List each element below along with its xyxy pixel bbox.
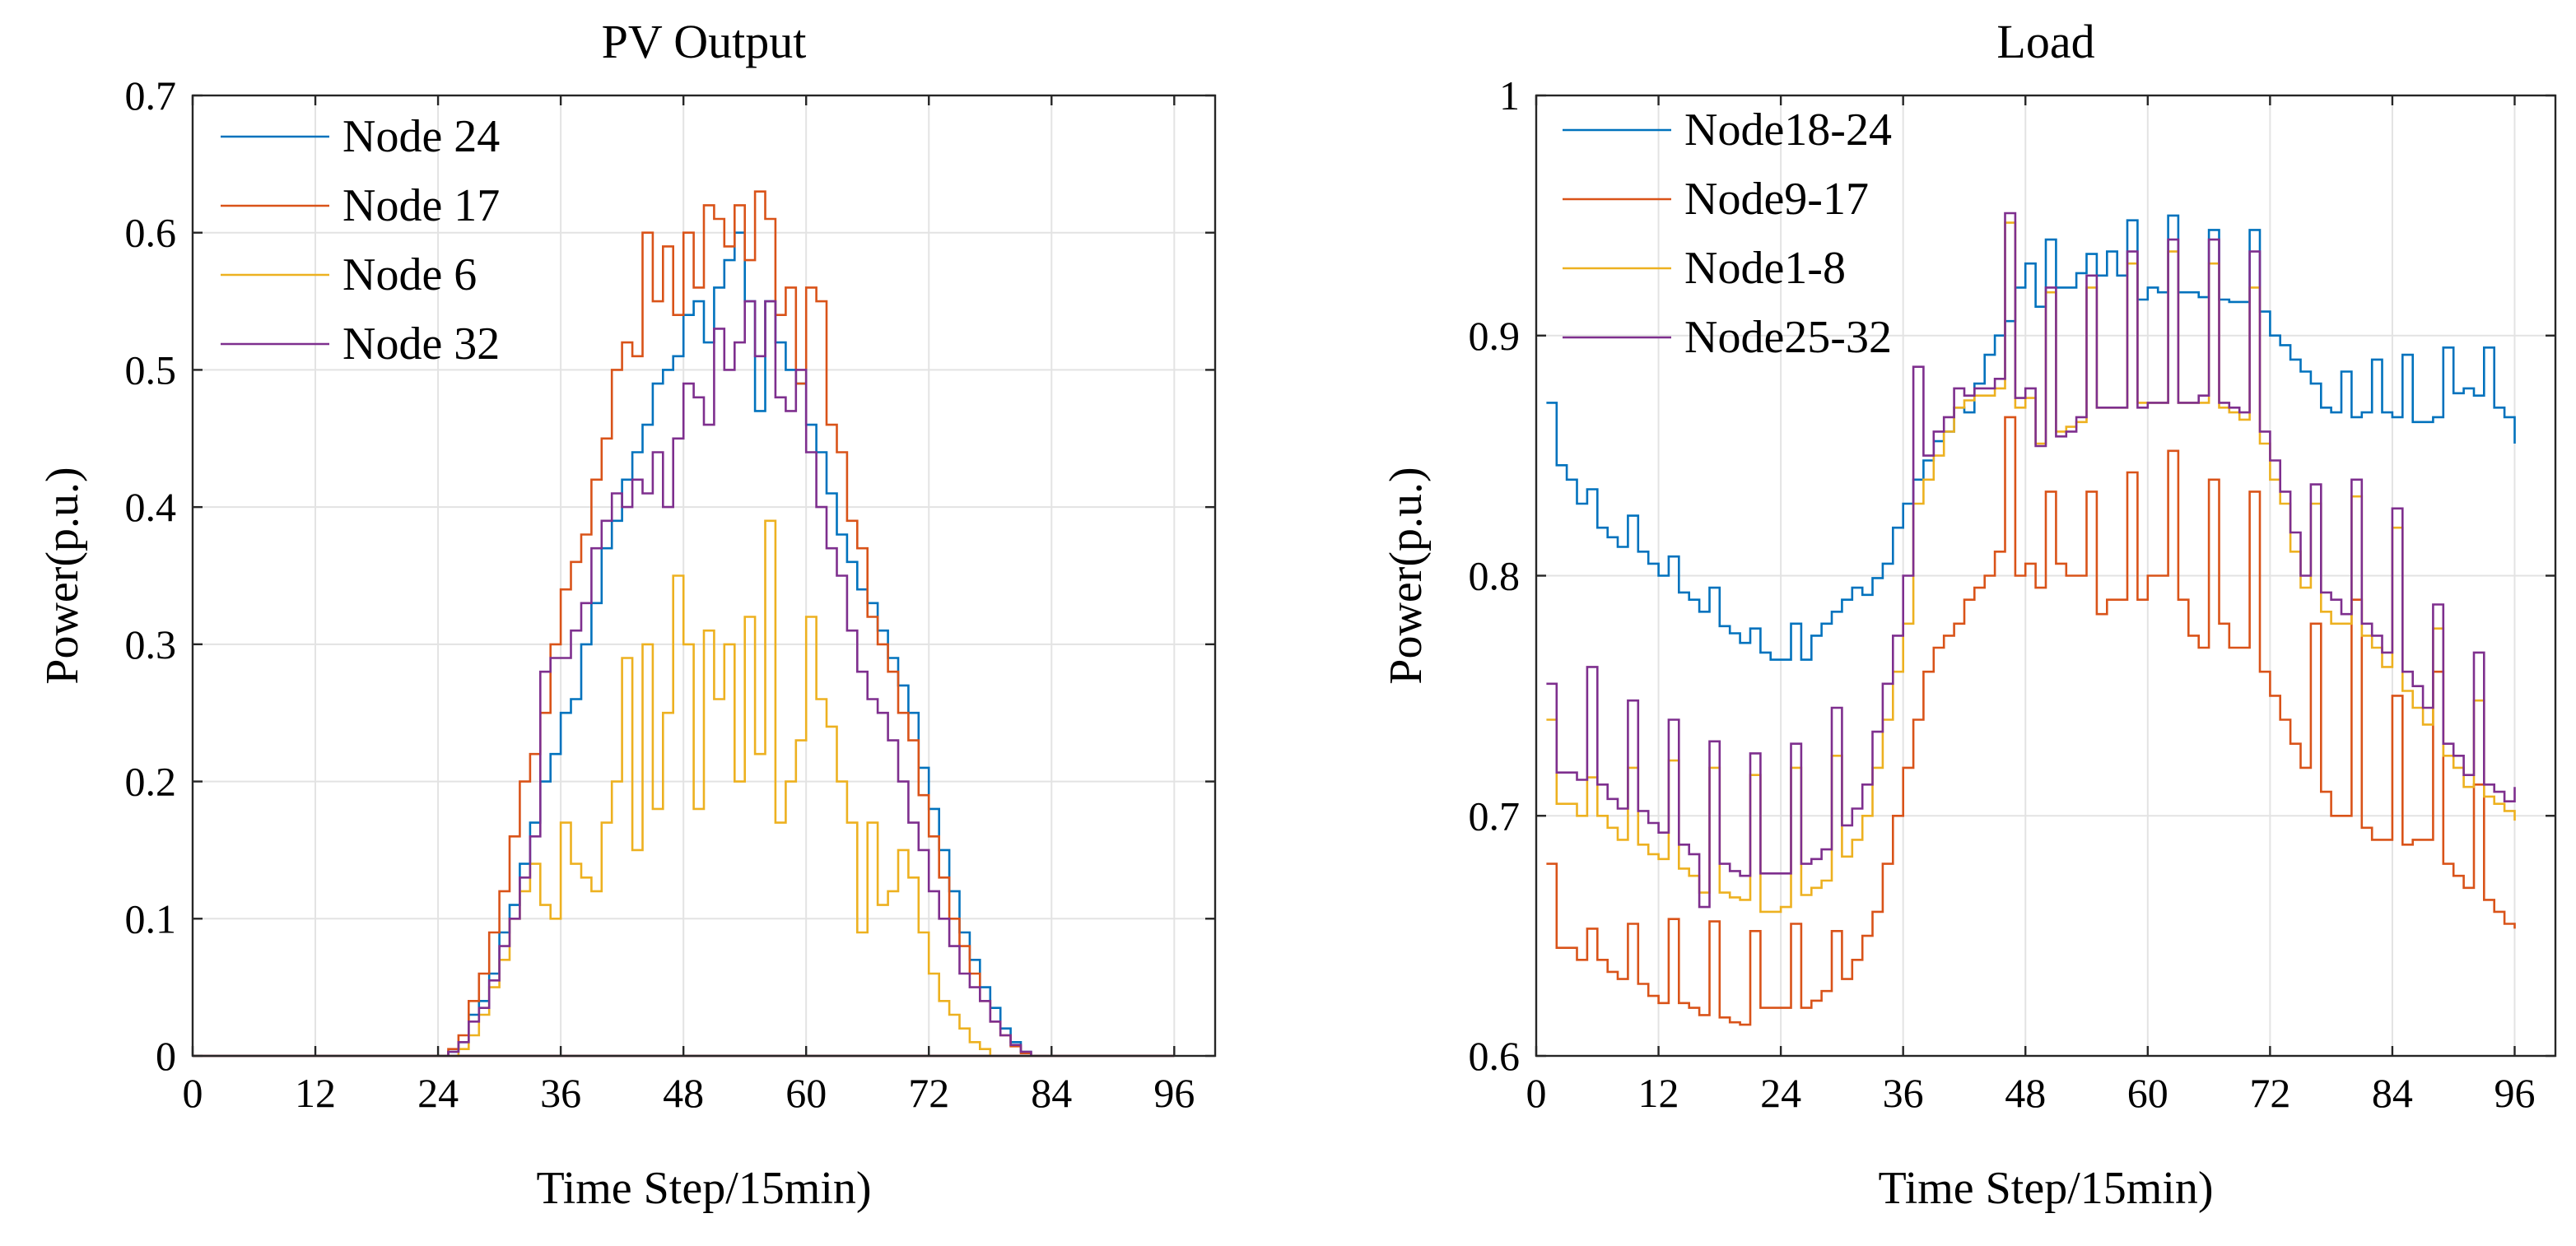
chart-title: PV Output [602,15,807,68]
legend: Node18-24 Node9-17 Node1-8 Node25-32 [1563,105,1892,363]
x-tick-label: 24 [1760,1070,1801,1116]
legend: Node 24 Node 17 Node 6 Node 32 [221,111,500,370]
legend-label: Node 6 [342,249,477,300]
x-tick-label: 96 [1153,1070,1195,1116]
x-tick-label: 36 [1883,1070,1924,1116]
y-tick-label: 1 [1499,72,1520,119]
x-tick-label: 84 [2372,1070,2413,1116]
y-axis-label: Power(p.u.) [37,467,88,684]
x-tick-label: 48 [2005,1070,2046,1116]
legend-label: Node 32 [342,318,500,370]
y-tick-label: 0.2 [125,759,177,805]
x-tick-label: 72 [908,1070,949,1116]
x-tick-label: 36 [540,1070,581,1116]
ticks: 0 12 24 36 48 60 72 84 96 0 0.1 0.2 0.3 0.4 0.5 0.6 0.7 [125,72,1215,1116]
y-tick-label: 0.1 [125,895,177,941]
x-tick-label: 0 [183,1070,203,1116]
x-tick-label: 48 [663,1070,704,1116]
x-tick-label: 84 [1031,1070,1072,1116]
y-tick-label: 0.7 [125,72,177,119]
series-line-node18-24 [1546,214,2516,661]
axes-box [191,94,1217,1058]
x-axis-label: Time Step/15min) [1878,1163,2213,1214]
y-tick-label: 0.4 [125,484,177,530]
ticks: 0 12 24 36 48 60 72 84 96 0.6 0.7 0.8 0.9 1 [1469,72,2555,1116]
legend-label: Node18-24 [1684,105,1892,156]
x-tick-label: 72 [2249,1070,2290,1116]
series-group [1546,212,2516,1026]
y-tick-label: 0.6 [125,210,177,256]
x-tick-label: 60 [2127,1070,2168,1116]
y-tick-label: 0.8 [1469,553,1521,599]
y-tick-label: 0 [156,1033,176,1079]
x-tick-label: 0 [1526,1070,1547,1116]
x-tick-label: 96 [2494,1070,2535,1116]
series-line-node25-32 [1546,212,2516,909]
x-tick-label: 12 [295,1070,336,1116]
chart-title: Load [1996,15,2094,68]
legend-label: Node9-17 [1684,174,1869,225]
x-tick-label: 60 [785,1070,827,1116]
load-panel: 0 12 24 36 48 60 72 84 96 0.6 0.7 0.8 0.9 1 Load Time S… [1381,15,2557,1214]
y-tick-label: 0.6 [1469,1033,1521,1079]
y-tick-label: 0.9 [1469,313,1521,359]
x-tick-label: 24 [417,1070,459,1116]
y-axis-label: Power(p.u.) [1381,467,1432,684]
y-tick-label: 0.5 [125,346,177,393]
legend-label: Node1-8 [1684,243,1846,294]
pv-output-panel: 0 12 24 36 48 60 72 84 96 0 0.1 0.2 0.3 0.4 0.5 0.6 0.7 P… [37,15,1217,1214]
legend-label: Node 24 [342,111,500,162]
x-tick-label: 12 [1638,1070,1679,1116]
legend-label: Node25-32 [1684,312,1892,363]
x-axis-label: Time Step/15min) [536,1163,871,1214]
legend-label: Node 17 [342,180,500,231]
y-tick-label: 0.3 [125,621,177,667]
y-tick-label: 0.7 [1469,793,1521,839]
